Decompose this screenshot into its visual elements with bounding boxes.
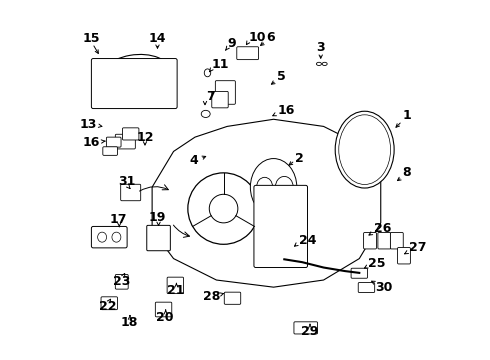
- Text: 9: 9: [227, 37, 236, 50]
- Text: 27: 27: [409, 241, 427, 255]
- Ellipse shape: [209, 194, 238, 223]
- Text: 7: 7: [206, 90, 215, 103]
- Ellipse shape: [317, 62, 321, 66]
- Ellipse shape: [98, 232, 107, 242]
- Text: 30: 30: [375, 281, 393, 294]
- FancyBboxPatch shape: [101, 297, 118, 310]
- Text: 8: 8: [402, 166, 411, 179]
- FancyBboxPatch shape: [147, 225, 171, 251]
- Text: 15: 15: [83, 32, 100, 45]
- Polygon shape: [152, 119, 381, 287]
- FancyBboxPatch shape: [115, 274, 128, 289]
- Text: 3: 3: [316, 41, 324, 54]
- FancyBboxPatch shape: [294, 322, 318, 334]
- Text: 21: 21: [167, 284, 184, 297]
- Text: 20: 20: [156, 311, 173, 324]
- Text: 23: 23: [113, 275, 130, 288]
- Ellipse shape: [201, 111, 210, 117]
- FancyBboxPatch shape: [397, 248, 411, 264]
- FancyBboxPatch shape: [122, 128, 139, 140]
- Text: 29: 29: [300, 325, 318, 338]
- Text: 19: 19: [149, 211, 166, 224]
- FancyBboxPatch shape: [224, 292, 241, 304]
- Ellipse shape: [322, 62, 327, 66]
- Text: 25: 25: [368, 257, 386, 270]
- Text: 2: 2: [295, 152, 304, 165]
- FancyBboxPatch shape: [92, 226, 127, 248]
- FancyBboxPatch shape: [358, 283, 375, 293]
- FancyBboxPatch shape: [237, 47, 259, 60]
- FancyBboxPatch shape: [254, 185, 308, 267]
- FancyBboxPatch shape: [92, 59, 177, 109]
- Text: 24: 24: [298, 234, 316, 247]
- Text: 22: 22: [98, 300, 116, 313]
- Ellipse shape: [140, 67, 165, 89]
- Text: 5: 5: [277, 70, 286, 83]
- Ellipse shape: [96, 54, 173, 105]
- FancyBboxPatch shape: [378, 233, 391, 249]
- FancyBboxPatch shape: [212, 91, 228, 108]
- Text: 10: 10: [248, 31, 266, 44]
- Text: 16: 16: [83, 136, 100, 149]
- Text: 13: 13: [79, 118, 97, 131]
- Ellipse shape: [111, 67, 136, 89]
- Text: 16: 16: [277, 104, 294, 117]
- Text: 4: 4: [190, 154, 198, 167]
- Ellipse shape: [335, 111, 394, 188]
- FancyBboxPatch shape: [351, 268, 368, 278]
- Text: 12: 12: [136, 131, 154, 144]
- FancyBboxPatch shape: [115, 134, 135, 149]
- FancyBboxPatch shape: [391, 233, 403, 249]
- Text: 14: 14: [149, 32, 166, 45]
- Text: 18: 18: [120, 316, 138, 329]
- Ellipse shape: [339, 115, 391, 184]
- Text: 17: 17: [109, 213, 127, 226]
- FancyBboxPatch shape: [121, 184, 141, 201]
- FancyBboxPatch shape: [215, 81, 235, 104]
- Ellipse shape: [250, 158, 297, 216]
- Text: 1: 1: [402, 109, 411, 122]
- FancyBboxPatch shape: [167, 277, 184, 294]
- Text: 11: 11: [211, 58, 228, 72]
- Text: 31: 31: [119, 175, 136, 188]
- Text: 6: 6: [267, 31, 275, 44]
- FancyBboxPatch shape: [364, 233, 376, 249]
- Text: 28: 28: [203, 289, 220, 303]
- Ellipse shape: [257, 177, 272, 197]
- Text: 26: 26: [373, 222, 391, 235]
- FancyBboxPatch shape: [103, 147, 118, 156]
- Ellipse shape: [188, 173, 259, 244]
- FancyBboxPatch shape: [155, 302, 172, 317]
- FancyBboxPatch shape: [106, 137, 121, 147]
- Ellipse shape: [204, 69, 211, 77]
- Ellipse shape: [275, 176, 293, 198]
- Ellipse shape: [112, 232, 121, 242]
